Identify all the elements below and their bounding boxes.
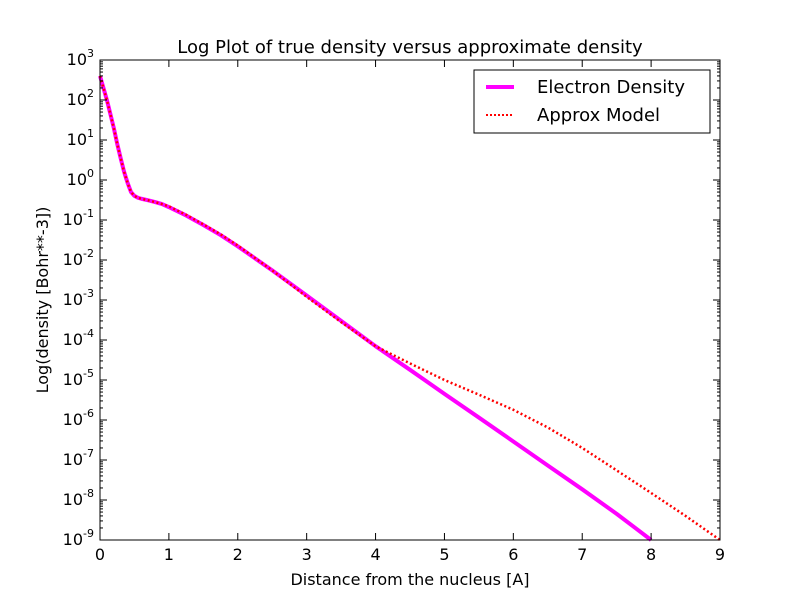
y-tick-label: 101	[67, 127, 94, 149]
x-tick-label: 0	[95, 545, 105, 564]
y-tick-label: 100	[67, 167, 94, 189]
chart-title: Log Plot of true density versus approxim…	[177, 37, 643, 58]
legend-label-electron-density: Electron Density	[537, 77, 685, 98]
x-tick-label: 9	[715, 545, 725, 564]
y-tick-label: 10-9	[63, 527, 94, 549]
x-tick-label: 2	[233, 545, 243, 564]
y-tick-label: 102	[67, 87, 94, 109]
x-tick-label: 4	[370, 545, 380, 564]
y-tick-label: 103	[67, 47, 94, 69]
series-line-approx-model	[98, 75, 721, 542]
y-axis-label: Log(density [Bohr**-3])	[33, 207, 52, 394]
y-tick-label: 10-4	[63, 327, 94, 349]
x-tick-label: 6	[508, 545, 518, 564]
y-tick-label: 10-8	[63, 487, 94, 509]
series-line-electron-density	[98, 75, 653, 542]
legend-label-approx-model: Approx Model	[537, 105, 660, 126]
y-tick-label: 10-7	[63, 447, 94, 469]
x-tick-label: 3	[302, 545, 312, 564]
y-tick-label: 10-3	[63, 287, 94, 309]
y-tick-label: 10-2	[63, 247, 94, 269]
x-axis-label: Distance from the nucleus [A]	[290, 570, 529, 589]
axis-tick-labels: 0 1 2 3 4 5 6 7 8 9 103 102 101 100 10-1 10-2 10-3 10-4 10…	[63, 47, 725, 564]
plot-lines	[98, 75, 721, 542]
plot-frame	[99, 59, 721, 541]
y-tick-label: 10-5	[63, 367, 94, 389]
x-tick-label: 8	[646, 545, 656, 564]
x-tick-label: 7	[577, 545, 587, 564]
legend-box	[473, 69, 711, 134]
y-tick-label: 10-6	[63, 407, 94, 429]
x-tick-label: 1	[164, 545, 174, 564]
legend: Electron Density Approx Model	[473, 69, 711, 134]
x-tick-label: 5	[439, 545, 449, 564]
y-tick-label: 10-1	[63, 207, 94, 229]
